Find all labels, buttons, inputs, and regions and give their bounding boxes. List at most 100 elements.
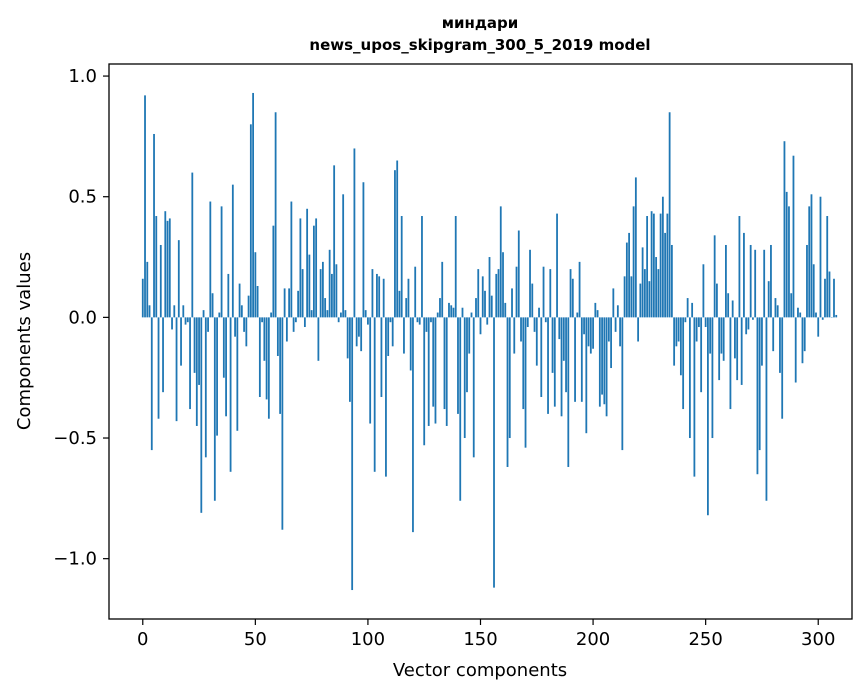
bar-117 [405, 298, 408, 318]
bar-214 [623, 276, 626, 318]
y-tick-label: 0.5 [68, 187, 97, 208]
y-axis-ticks: −1.0 −0.5 0.0 0.5 1.0 [53, 66, 109, 570]
bar-285 [783, 141, 786, 318]
bar-82 [326, 310, 329, 318]
bar-184 [556, 213, 558, 318]
bar-58 [272, 225, 275, 318]
bar-33 [216, 317, 218, 436]
bar-276 [763, 249, 766, 318]
bar-308 [835, 314, 838, 318]
bar-269 [747, 317, 750, 330]
bar-77 [315, 218, 318, 318]
bar-192 [574, 317, 576, 402]
bar-266 [740, 317, 743, 385]
bar-157 [495, 273, 498, 318]
bar-103 [373, 317, 376, 472]
bar-108 [385, 317, 387, 477]
y-tick-label: −0.5 [53, 428, 97, 449]
bar-303 [824, 278, 826, 318]
bar-90 [344, 310, 347, 318]
bar-296 [808, 206, 811, 318]
bar-9 [162, 317, 164, 393]
bar-256 [718, 317, 721, 381]
bar-93 [351, 317, 354, 591]
bar-88 [340, 312, 342, 318]
bar-252 [709, 317, 712, 354]
bar-1 [144, 95, 146, 318]
bar-231 [661, 196, 664, 318]
bar-134 [443, 317, 446, 410]
bar-168 [520, 317, 522, 342]
bar-179 [544, 317, 547, 323]
bar-153 [486, 317, 489, 325]
bar-81 [324, 298, 327, 318]
bar-17 [180, 317, 182, 366]
bar-249 [702, 264, 705, 318]
bar-5 [153, 133, 155, 318]
bar-78 [317, 317, 320, 361]
bar-185 [558, 317, 561, 340]
bar-3 [148, 305, 151, 318]
bar-49 [252, 92, 254, 318]
bar-288 [790, 293, 793, 318]
bar-171 [526, 317, 529, 328]
bar-230 [659, 213, 662, 318]
bar-68 [294, 317, 297, 323]
bar-229 [657, 269, 660, 318]
plot-frame [108, 63, 853, 620]
bar-54 [263, 317, 266, 361]
bar-209 [612, 288, 615, 318]
bar-219 [634, 177, 637, 318]
bar-123 [418, 317, 421, 325]
bar-67 [292, 317, 295, 332]
bar-257 [720, 317, 723, 354]
bar-287 [788, 206, 790, 318]
bar-271 [752, 317, 754, 320]
bar-86 [335, 264, 338, 318]
x-tick-label: 200 [576, 629, 610, 650]
bar-28 [204, 317, 207, 458]
bar-250 [704, 317, 707, 328]
bar-18 [182, 305, 185, 318]
bar-251 [707, 317, 709, 516]
bar-31 [211, 293, 214, 318]
bar-289 [792, 155, 795, 318]
bar-37 [225, 317, 227, 417]
bar-16 [177, 240, 180, 318]
bar-270 [749, 244, 752, 318]
bar-286 [785, 191, 788, 318]
bar-155 [490, 295, 493, 318]
bar-280 [772, 317, 775, 352]
x-axis-ticks: 0 50 100 150 200 250 300 [137, 619, 835, 650]
bar-291 [797, 307, 799, 318]
bar-133 [441, 261, 444, 318]
bar-112 [394, 170, 396, 318]
bar-45 [243, 317, 245, 332]
bar-204 [601, 317, 603, 395]
bar-138 [452, 307, 455, 318]
bar-254 [713, 235, 716, 318]
bar-38 [227, 273, 230, 318]
x-tick-label: 250 [688, 629, 722, 650]
bar-2 [146, 261, 149, 318]
bar-40 [231, 184, 234, 318]
bar-42 [236, 317, 239, 431]
bar-283 [779, 317, 781, 373]
bar-125 [423, 317, 426, 446]
bar-56 [267, 317, 270, 419]
bar-98 [362, 182, 365, 318]
bar-50 [254, 252, 257, 318]
bar-253 [711, 317, 714, 439]
bar-52 [258, 317, 261, 397]
bar-234 [668, 112, 671, 318]
bar-243 [688, 317, 691, 439]
bar-294 [803, 317, 806, 352]
bar-240 [682, 317, 685, 410]
bar-92 [349, 317, 351, 402]
bar-293 [801, 317, 804, 364]
bar-87 [337, 317, 340, 323]
bar-57 [270, 312, 273, 318]
bar-174 [533, 317, 536, 332]
bar-202 [596, 310, 599, 318]
bar-220 [637, 317, 640, 342]
